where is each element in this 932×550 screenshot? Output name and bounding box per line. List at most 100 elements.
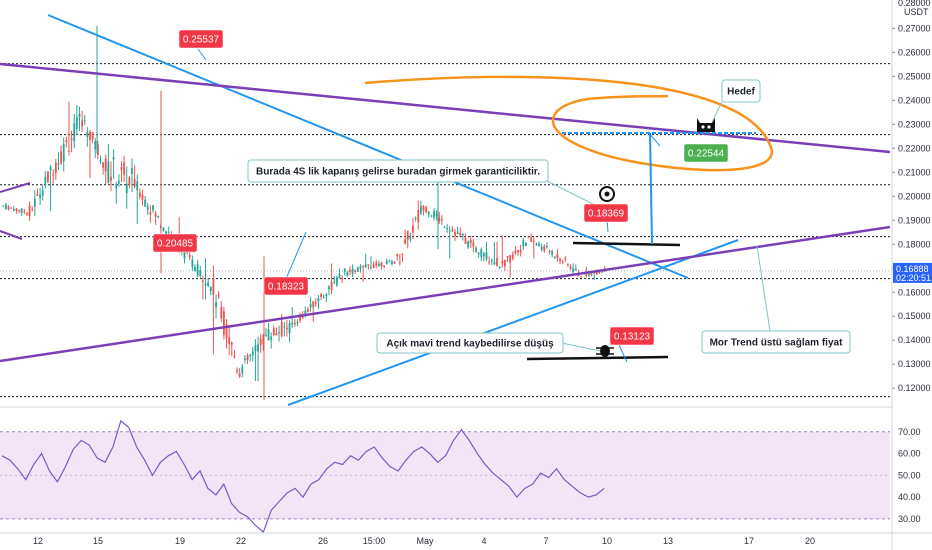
candle-body-33: [89, 131, 91, 141]
candle-body-177: [467, 241, 470, 248]
candle-body-40: [107, 161, 110, 183]
candle-body-152: [401, 253, 404, 256]
price-tag-label: 0.13123: [614, 332, 651, 343]
candle-body-112: [296, 322, 299, 324]
black-breakout-line: [572, 241, 681, 247]
candle-body-83: [220, 306, 223, 319]
candle-body-86: [228, 337, 231, 344]
price-tag-label: 0.20485: [157, 239, 194, 250]
candle-body-21: [57, 163, 60, 165]
candle-body-131: [346, 271, 349, 276]
candle-body-56: [149, 212, 152, 215]
candle-body-199: [524, 242, 527, 246]
candle-body-171: [451, 229, 454, 232]
candle-body-9: [26, 212, 28, 215]
time-axis: 12 15 19 22 26 15:00 May 4 7 10 13 17 20: [0, 532, 932, 546]
candle-body-79: [209, 286, 212, 292]
candle-body-14: [39, 194, 41, 198]
candle-body-108: [286, 327, 288, 330]
candle-body-93: [246, 355, 249, 361]
candle-body-129: [341, 278, 343, 280]
candle-body-107: [283, 326, 286, 328]
candle-body-213: [561, 261, 564, 263]
candle-body-183: [482, 253, 485, 257]
candle-body-4: [12, 209, 15, 211]
time-tick-label: 15: [93, 536, 103, 546]
time-tick-label: 12: [33, 536, 43, 546]
blue-trendline-ascending[interactable]: [287, 239, 739, 406]
candle-body-45: [120, 167, 123, 170]
candle-body-8: [23, 211, 26, 213]
purple-trendline-resistance[interactable]: [0, 62, 891, 154]
candle-body-59: [157, 215, 160, 217]
blue-trendline-descending[interactable]: [47, 14, 689, 279]
candle-body-132: [349, 270, 351, 272]
candle-body-179: [472, 242, 475, 247]
note-box: [247, 159, 549, 183]
purple-trendline-small-lower[interactable]: [0, 230, 23, 240]
candle-body-197: [519, 249, 522, 253]
price-tag-label: 0.22544: [688, 149, 725, 160]
price-tag-label: 0.18369: [588, 209, 625, 220]
candle-body-191: [503, 260, 506, 267]
candle-body-71: [188, 254, 191, 258]
callout-line-note-drop: [561, 342, 601, 352]
candle-body-42: [112, 157, 115, 160]
candle-body-220: [580, 276, 582, 278]
candle-body-185: [488, 261, 491, 263]
candle-body-47: [125, 183, 128, 194]
candle-body-97: [257, 344, 259, 352]
candle-body-138: [364, 264, 367, 268]
candle-body-46: [123, 162, 126, 175]
candle-body-189: [498, 267, 501, 269]
rsi-line: [1, 419, 605, 534]
purple-trendline-small[interactable]: [0, 182, 31, 193]
candle-body-125: [330, 282, 333, 291]
note-box: [701, 330, 851, 354]
candle-body-58: [154, 213, 157, 217]
candle-body-154: [406, 230, 409, 240]
note-box: [376, 332, 564, 354]
candle-body-169: [446, 228, 449, 230]
orange-target-ellipse[interactable]: [364, 75, 774, 172]
candle-body-103: [272, 328, 275, 335]
note-text: Hedef: [727, 87, 755, 98]
candle-body-198: [522, 240, 525, 247]
candle-body-0: [2, 205, 5, 207]
callout-line-13123: [618, 344, 628, 363]
candle-body-116: [307, 309, 309, 312]
candle-body-12: [33, 198, 36, 207]
callout-line-note-entry: [544, 179, 596, 206]
price-tick-label: 0.25000: [898, 71, 931, 81]
candle-body-113: [299, 316, 301, 321]
candle-body-121: [320, 294, 322, 297]
candle-body-228: [601, 271, 603, 273]
candle-body-141: [372, 264, 375, 268]
candle-body-142: [375, 262, 378, 266]
candle-body-143: [377, 263, 380, 266]
dotted-level-lines: [0, 63, 890, 398]
candle-body-81: [215, 302, 217, 308]
current-price-countdown: 02:20:51: [896, 273, 931, 283]
candle-body-170: [448, 230, 451, 232]
candle-body-223: [588, 273, 590, 276]
candle-body-175: [461, 233, 464, 236]
candle-body-98: [259, 338, 262, 346]
candle-body-200: [527, 236, 530, 238]
candle-body-115: [304, 310, 307, 316]
price-tick-label: 0.12000: [898, 383, 931, 393]
price-tag-label: 0.18323: [268, 282, 305, 293]
candle-body-104: [275, 333, 278, 336]
price-axis-currency: USDT: [904, 7, 929, 17]
price-tick-label: 0.14000: [898, 335, 931, 345]
candle-body-80: [212, 278, 215, 295]
candle-body-89: [236, 369, 238, 372]
candle-body-207: [545, 245, 548, 248]
candle-body-41: [110, 176, 112, 181]
purple-trendline-support[interactable]: [0, 225, 891, 363]
candle-body-10: [28, 205, 31, 216]
candle-body-167: [440, 219, 443, 221]
price-tick-label: 0.16000: [898, 287, 931, 297]
